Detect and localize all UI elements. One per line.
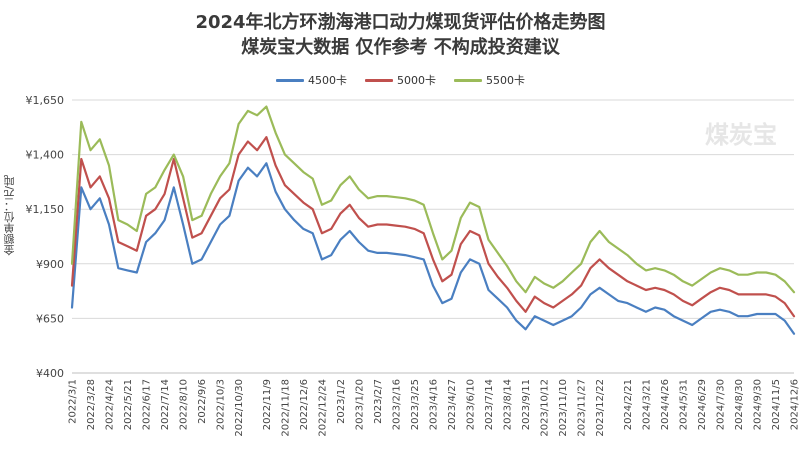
y-tick-label: ¥1,650	[26, 94, 65, 107]
x-tick-label: 2022/5/21	[123, 379, 134, 430]
x-tick-label: 2022/12/24	[317, 379, 328, 437]
x-tick-label: 2022/10/3	[216, 379, 227, 430]
x-tick-label: 2023/1/2	[336, 379, 347, 424]
legend-item-5000[interactable]: 5000卡	[365, 72, 436, 88]
x-tick-label: 2022/3/1	[68, 379, 79, 424]
x-tick-label: 2024/3/21	[641, 379, 652, 430]
x-tick-label: 2024/2/21	[623, 379, 634, 430]
x-tick-label: 2024/4/26	[660, 379, 671, 430]
x-tick-label: 2024/5/31	[678, 379, 689, 430]
x-tick-label: 2022/4/24	[105, 379, 116, 430]
x-tick-label: 2023/9/11	[521, 379, 532, 430]
y-tick-label: ¥650	[36, 312, 64, 325]
y-tick-label: ¥1,150	[26, 203, 65, 216]
x-tick-label: 2024/6/29	[697, 379, 708, 430]
x-tick-label: 2022/6/17	[142, 379, 153, 430]
x-tick-label: 2024/12/6	[790, 379, 801, 430]
x-tick-label: 2023/7/14	[484, 379, 495, 430]
x-tick-label: 2023/4/27	[447, 379, 458, 430]
x-tick-label: 2023/10/12	[540, 379, 551, 437]
x-tick-label: 2024/11/5	[771, 379, 782, 430]
legend-item-5500[interactable]: 5500卡	[454, 72, 525, 88]
legend-swatch-5500	[454, 78, 482, 82]
y-tick-label: ¥900	[36, 258, 64, 271]
x-tick-label: 2024/9/30	[752, 379, 763, 430]
series-line-5000卡	[70, 136, 796, 318]
x-tick-label: 2022/11/18	[280, 379, 291, 437]
x-tick-label: 2023/2/7	[373, 379, 384, 424]
x-tick-label: 2023/2/16	[391, 379, 402, 430]
y-tick-label: ¥400	[36, 367, 64, 380]
x-tick-label: 2022/3/28	[86, 379, 97, 430]
legend-label-5000: 5000卡	[397, 74, 436, 87]
x-tick-label: 2023/4/16	[429, 379, 440, 430]
x-tick-label: 2022/9/6	[197, 379, 208, 424]
x-tick-label: 2022/8/10	[179, 379, 190, 430]
x-tick-label: 2023/6/10	[466, 379, 477, 430]
x-tick-label: 2022/12/6	[299, 379, 310, 430]
y-tick-label: ¥1,400	[26, 149, 65, 162]
chart-subtitle: 煤炭宝大数据 仅作参考 不构成投资建议	[241, 37, 560, 58]
series-line-4500卡	[70, 162, 796, 335]
watermark-logo: 煤炭宝	[705, 121, 777, 149]
legend-label-5500: 5500卡	[486, 74, 525, 87]
legend-label-4500: 4500卡	[308, 74, 347, 87]
x-tick-label: 2023/1/20	[354, 379, 365, 430]
legend-item-4500[interactable]: 4500卡	[276, 72, 347, 88]
x-tick-label: 2022/11/9	[262, 379, 273, 430]
x-tick-label: 2024/7/30	[715, 379, 726, 430]
x-tick-label: 2023/8/14	[503, 379, 514, 430]
x-tick-label: 2023/3/25	[410, 379, 421, 430]
x-tick-label: 2023/11/10	[558, 379, 569, 437]
x-tick-label: 2024/8/30	[734, 379, 745, 430]
legend: 4500卡 5000卡 5500卡	[0, 72, 801, 88]
x-tick-label: 2022/10/30	[234, 379, 245, 437]
x-tick-label: 2023/12/22	[595, 379, 606, 437]
legend-swatch-4500	[276, 78, 304, 82]
chart-title: 2024年北方环渤海港口动力煤现货评估价格走势图	[195, 12, 606, 33]
series-line-5500卡	[70, 105, 796, 294]
x-tick-label: 2022/7/14	[160, 379, 171, 430]
legend-swatch-5000	[365, 78, 393, 82]
x-tick-label: 2023/11/27	[577, 379, 588, 437]
